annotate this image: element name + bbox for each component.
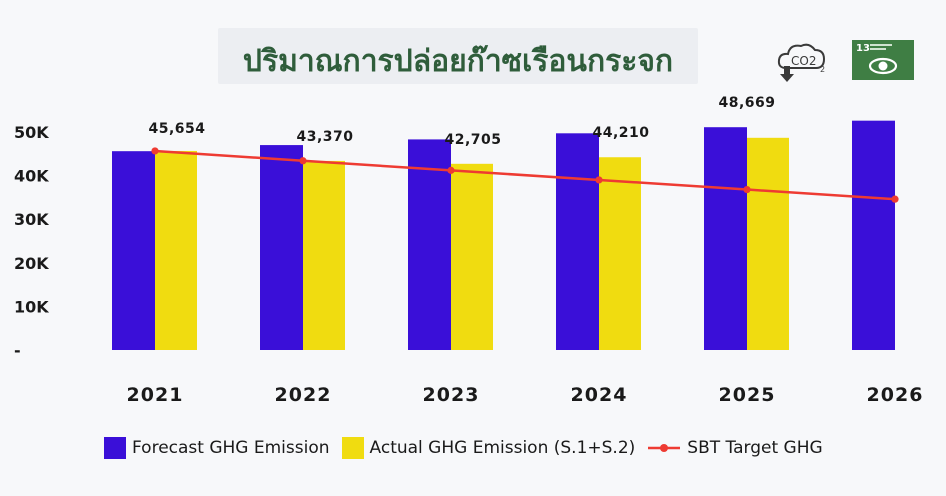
bar-actual — [599, 157, 641, 350]
data-labels: 45,654 43,370 42,705 44,210 48,669 — [148, 95, 775, 148]
bar-chart: - 10K 20K 30K 40K 50K 45,654 43,370 42,705 44,21… — [14, 95, 924, 406]
chart-title: ปริมาณการปล่อยก๊าซเรือนกระจก — [242, 44, 674, 79]
legend-swatch-target — [648, 444, 681, 452]
target-point — [595, 176, 603, 184]
target-point — [151, 147, 159, 155]
legend-item-actual: Actual GHG Emission (S.1+S.2) — [341, 437, 636, 459]
legend-item-target: SBT Target GHG — [647, 437, 823, 459]
bar-forecast — [556, 133, 599, 350]
x-axis: 2021 2022 2023 2024 2025 2026 — [127, 384, 924, 406]
target-point — [891, 195, 899, 203]
data-label: 43,370 — [296, 129, 353, 145]
target-point — [447, 166, 455, 174]
y-tick-label: 30K — [14, 210, 49, 229]
title-bar: ปริมาณการปล่อยก๊าซเรือนกระจก — [218, 28, 698, 84]
sdg-13-climate-action-icon: 13 — [852, 40, 914, 80]
legend-item-forecast: Forecast GHG Emission — [104, 437, 330, 459]
data-label: 44,210 — [592, 125, 649, 141]
x-tick-label: 2022 — [275, 384, 332, 406]
data-label: 48,669 — [718, 95, 775, 111]
legend-label-forecast: Forecast GHG Emission — [132, 438, 330, 458]
y-tick-label: 50K — [14, 123, 49, 142]
x-tick-label: 2026 — [867, 384, 924, 406]
bar-forecast — [852, 120, 895, 350]
icon-group: CO2 2 13 — [777, 40, 914, 82]
bar-actual — [303, 160, 345, 350]
y-axis: - 10K 20K 30K 40K 50K — [14, 123, 49, 360]
x-tick-label: 2025 — [719, 384, 776, 406]
legend-swatch-actual — [341, 437, 364, 459]
target-line — [154, 149, 896, 201]
x-tick-label: 2024 — [571, 384, 628, 406]
sdg-number: 13 — [856, 43, 870, 54]
y-tick-label: - — [14, 341, 21, 360]
legend-label-actual: Actual GHG Emission (S.1+S.2) — [369, 438, 636, 458]
data-label: 45,654 — [148, 121, 205, 137]
legend: Forecast GHG Emission Actual GHG Emissio… — [104, 434, 944, 462]
target-point — [299, 157, 307, 165]
svg-text:2: 2 — [820, 65, 825, 74]
bar-forecast — [260, 145, 303, 350]
bar-actual — [747, 137, 789, 350]
x-tick-label: 2023 — [423, 384, 480, 406]
bars — [112, 120, 895, 350]
data-label: 42,705 — [444, 132, 501, 148]
y-tick-label: 20K — [14, 254, 49, 273]
legend-swatch-forecast — [104, 437, 126, 459]
target-line-group — [151, 147, 899, 203]
bar-actual — [155, 150, 197, 350]
bar-forecast — [704, 127, 747, 350]
target-point — [743, 185, 751, 194]
bar-forecast — [112, 151, 155, 350]
co2-reduction-icon: CO2 2 — [777, 43, 825, 82]
bar-forecast — [408, 139, 451, 350]
x-tick-label: 2021 — [127, 384, 184, 406]
y-tick-label: 40K — [14, 167, 49, 186]
legend-label-target: SBT Target GHG — [687, 438, 823, 458]
co2-label: CO2 — [791, 54, 816, 68]
y-tick-label: 10K — [14, 297, 49, 316]
bar-actual — [451, 163, 493, 350]
